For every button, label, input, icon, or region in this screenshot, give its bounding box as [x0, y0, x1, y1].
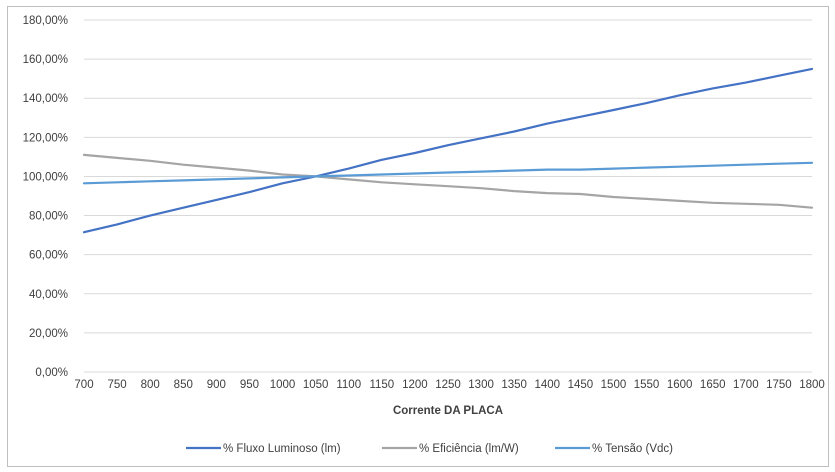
x-tick-label: 950 [240, 379, 259, 391]
x-tick-label: 1450 [568, 379, 594, 391]
x-tick-label: 750 [107, 379, 126, 391]
x-tick-label: 1250 [435, 379, 461, 391]
series-lines [82, 67, 814, 234]
y-tick-label: 140,00% [23, 93, 68, 105]
x-tick-label: 1300 [468, 379, 494, 391]
x-axis-title: Corrente DA PLACA [393, 405, 503, 417]
series-line-2 [82, 153, 814, 209]
x-tick-label: 800 [141, 379, 160, 391]
x-tick-label: 1650 [700, 379, 726, 391]
legend-label: % Eficiência (lm/W) [419, 443, 519, 455]
x-tick-label: 1400 [534, 379, 560, 391]
x-tick-label: 1550 [634, 379, 660, 391]
y-tick-label: 180,00% [23, 15, 68, 27]
x-tick-label: 1050 [303, 379, 329, 391]
x-tick-label: 1600 [667, 379, 693, 391]
x-tick-label: 1150 [369, 379, 394, 391]
y-tick-label: 80,00% [29, 211, 68, 223]
y-tick-label: 40,00% [29, 289, 68, 301]
x-tick-label: 1800 [799, 379, 825, 391]
y-tick-label: 20,00% [29, 328, 68, 340]
x-tick-label: 1750 [766, 379, 792, 391]
series-line-3 [82, 161, 814, 185]
x-tick-label: 700 [74, 379, 93, 391]
legend-label: % Tensão (Vdc) [592, 443, 673, 455]
y-tick-label: 120,00% [23, 132, 68, 144]
chart-frame [7, 6, 829, 467]
x-tick-label: 1500 [601, 379, 627, 391]
legend: % Fluxo Luminoso (lm) % Eficiência (lm/W)… [186, 443, 673, 455]
x-tick-label: 1100 [336, 379, 361, 391]
y-tick-label: 160,00% [23, 54, 68, 66]
x-axis-tick-labels: 700 750 800 850 900 950 1000 1050 1100 1150 1200 12… [74, 379, 824, 391]
x-tick-label: 1200 [402, 379, 428, 391]
x-tick-label: 1700 [733, 379, 759, 391]
y-tick-label: 0,00% [35, 367, 68, 379]
x-tick-label: 850 [174, 379, 193, 391]
y-tick-label: 100,00% [23, 171, 68, 183]
y-axis-tick-labels: 0,00% 20,00% 40,00% 60,00% 80,00% 100,00% 120,… [23, 15, 68, 379]
x-tick-label: 1000 [270, 379, 296, 391]
legend-label: % Fluxo Luminoso (lm) [223, 443, 341, 455]
y-tick-label: 60,00% [29, 250, 68, 262]
gridlines [84, 19, 812, 334]
x-tick-label: 1350 [501, 379, 527, 391]
x-tick-label: 900 [207, 379, 226, 391]
series-line-1 [82, 67, 814, 234]
